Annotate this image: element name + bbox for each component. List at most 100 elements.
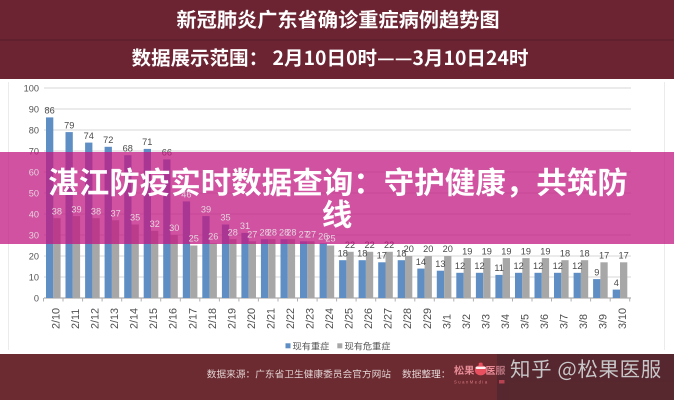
svg-text:18: 18 <box>357 248 367 258</box>
svg-text:2/25: 2/25 <box>344 308 356 329</box>
svg-text:31: 31 <box>240 221 250 231</box>
svg-text:20: 20 <box>404 244 414 254</box>
svg-text:12: 12 <box>572 261 582 271</box>
svg-text:22: 22 <box>364 240 374 250</box>
svg-text:86: 86 <box>44 106 54 116</box>
svg-text:46: 46 <box>181 190 191 200</box>
svg-text:2/20: 2/20 <box>246 308 258 329</box>
svg-text:32: 32 <box>150 219 160 229</box>
svg-text:35: 35 <box>220 213 230 223</box>
svg-text:100: 100 <box>24 83 39 93</box>
svg-text:2/29: 2/29 <box>422 308 434 329</box>
svg-text:30: 30 <box>29 230 39 240</box>
svg-text:2/12: 2/12 <box>90 308 102 329</box>
svg-text:2/19: 2/19 <box>226 308 238 329</box>
svg-text:80: 80 <box>29 125 39 135</box>
svg-text:38: 38 <box>91 206 101 216</box>
svg-text:2/21: 2/21 <box>265 308 277 329</box>
svg-text:9: 9 <box>594 267 599 277</box>
svg-text:2/28: 2/28 <box>402 308 414 329</box>
svg-text:30: 30 <box>169 223 179 233</box>
svg-text:50: 50 <box>29 188 39 198</box>
svg-text:38: 38 <box>52 206 62 216</box>
svg-text:2/22: 2/22 <box>285 308 297 329</box>
svg-text:18: 18 <box>338 248 348 258</box>
svg-text:25: 25 <box>189 234 199 244</box>
svg-text:2/27: 2/27 <box>383 308 395 329</box>
svg-text:2/15: 2/15 <box>148 308 160 329</box>
svg-text:3/5: 3/5 <box>520 314 532 329</box>
svg-text:71: 71 <box>142 137 152 147</box>
svg-text:17: 17 <box>618 251 628 261</box>
svg-text:2/24: 2/24 <box>324 308 336 329</box>
svg-text:19: 19 <box>482 246 492 256</box>
svg-text:39: 39 <box>201 204 211 214</box>
svg-text:12: 12 <box>513 261 523 271</box>
svg-text:27: 27 <box>299 230 309 240</box>
svg-text:72: 72 <box>103 135 113 145</box>
svg-text:3/8: 3/8 <box>578 314 590 329</box>
svg-text:2/16: 2/16 <box>168 308 180 329</box>
svg-text:13: 13 <box>435 259 445 269</box>
svg-text:60: 60 <box>29 167 39 177</box>
svg-text:19: 19 <box>501 246 511 256</box>
svg-text:19: 19 <box>462 246 472 256</box>
svg-text:27: 27 <box>306 230 316 240</box>
svg-text:39: 39 <box>71 204 81 214</box>
svg-text:20: 20 <box>443 244 453 254</box>
svg-text:12: 12 <box>455 261 465 271</box>
svg-text:2/17: 2/17 <box>187 308 199 329</box>
svg-text:2/23: 2/23 <box>305 308 317 329</box>
svg-text:22: 22 <box>345 240 355 250</box>
svg-text:3/10: 3/10 <box>617 308 629 329</box>
svg-text:12: 12 <box>533 261 543 271</box>
svg-text:3/1: 3/1 <box>441 314 453 329</box>
svg-text:10: 10 <box>29 272 39 282</box>
svg-text:37: 37 <box>110 209 120 219</box>
svg-text:79: 79 <box>64 120 74 130</box>
svg-text:35: 35 <box>130 213 140 223</box>
svg-text:26: 26 <box>318 232 328 242</box>
svg-text:20: 20 <box>423 244 433 254</box>
svg-text:19: 19 <box>521 246 531 256</box>
svg-text:0: 0 <box>34 293 39 303</box>
svg-text:28: 28 <box>228 227 238 237</box>
svg-text:28: 28 <box>267 227 277 237</box>
svg-text:12: 12 <box>553 261 563 271</box>
svg-text:17: 17 <box>377 251 387 261</box>
svg-text:3/7: 3/7 <box>559 314 571 329</box>
svg-text:28: 28 <box>259 227 269 237</box>
svg-text:11: 11 <box>494 263 504 273</box>
svg-text:3/3: 3/3 <box>480 314 492 329</box>
svg-text:22: 22 <box>384 240 394 250</box>
svg-text:25: 25 <box>325 234 335 244</box>
svg-text:68: 68 <box>123 143 133 153</box>
svg-text:18: 18 <box>579 248 589 258</box>
svg-text:2/13: 2/13 <box>109 308 121 329</box>
svg-text:12: 12 <box>474 261 484 271</box>
svg-text:3/9: 3/9 <box>598 314 610 329</box>
svg-text:74: 74 <box>84 131 94 141</box>
svg-text:2/18: 2/18 <box>207 308 219 329</box>
svg-text:40: 40 <box>29 209 39 219</box>
svg-text:20: 20 <box>29 251 39 261</box>
svg-text:2/11: 2/11 <box>70 309 82 329</box>
svg-text:4: 4 <box>614 278 619 288</box>
svg-text:3/2: 3/2 <box>461 314 473 329</box>
svg-text:19: 19 <box>540 246 550 256</box>
svg-text:2/10: 2/10 <box>51 308 63 329</box>
svg-text:18: 18 <box>560 248 570 258</box>
svg-text:2/26: 2/26 <box>363 308 375 329</box>
svg-text:27: 27 <box>247 230 257 240</box>
svg-text:18: 18 <box>396 248 406 258</box>
svg-text:70: 70 <box>29 146 39 156</box>
svg-text:90: 90 <box>29 104 39 114</box>
svg-text:26: 26 <box>208 232 218 242</box>
svg-text:28: 28 <box>286 227 296 237</box>
svg-text:3/4: 3/4 <box>500 314 512 329</box>
svg-text:2/14: 2/14 <box>129 308 141 329</box>
svg-text:3/6: 3/6 <box>539 314 551 329</box>
svg-text:17: 17 <box>599 251 609 261</box>
svg-text:28: 28 <box>279 227 289 237</box>
svg-text:14: 14 <box>416 257 426 267</box>
